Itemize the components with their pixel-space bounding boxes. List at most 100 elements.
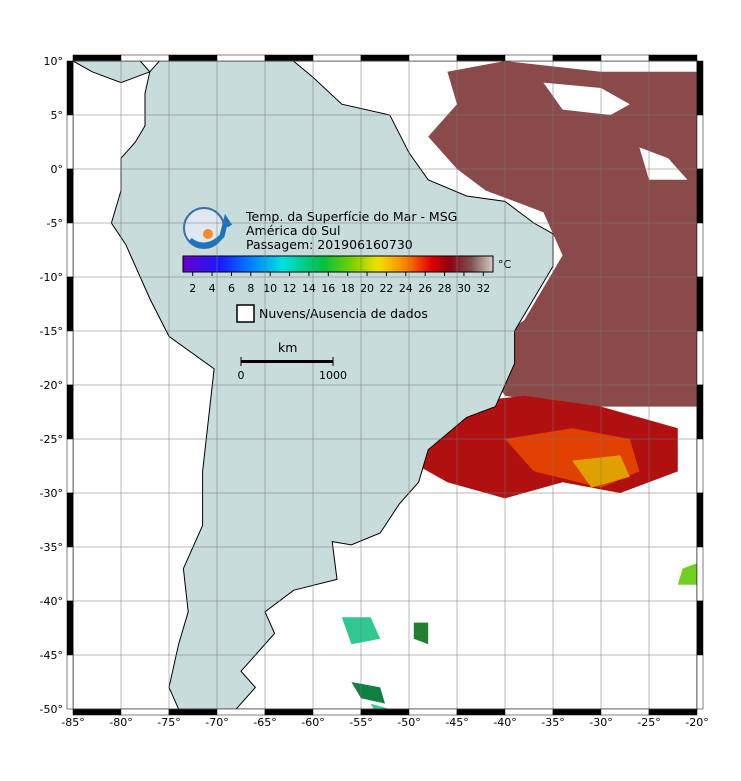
frame-bar [360, 708, 410, 716]
colorbar [182, 255, 494, 273]
colorbar-tick-label: 22 [379, 282, 393, 295]
frame-bar [312, 54, 362, 62]
frame-bar [696, 438, 704, 494]
frame-bar [600, 54, 650, 62]
frame-bar [360, 54, 410, 62]
colorbar-tick-label: 12 [283, 282, 297, 295]
colorbar-tick-label: 6 [228, 282, 235, 295]
lon-tick-label: -55° [349, 716, 372, 729]
logo [183, 207, 233, 249]
frame-bar [264, 708, 314, 716]
frame-bar [66, 114, 74, 170]
pass-time: Passagem: 201906160730 [246, 237, 413, 252]
frame-bar [66, 60, 74, 116]
frame-bar [168, 54, 218, 62]
frame-bar [696, 168, 704, 224]
lat-tick-label: -5° [47, 217, 63, 230]
frame-bar [648, 708, 698, 716]
colorbar-tick-label: 32 [476, 282, 490, 295]
colorbar-tick-label: 2 [189, 282, 196, 295]
frame-bar [456, 54, 506, 62]
lat-tick-label: 10° [44, 55, 64, 68]
lat-tick-label: 0° [51, 163, 64, 176]
cloud-legend: Nuvens/Ausencia de dados [259, 306, 428, 321]
colorbar-tick-label: 26 [418, 282, 432, 295]
colorbar-tick-label: 30 [457, 282, 471, 295]
scale-bar [241, 360, 333, 363]
frame-bar [696, 60, 704, 116]
lat-tick-label: -10° [40, 271, 63, 284]
colorbar-tick-label: 18 [341, 282, 355, 295]
lon-tick-label: -30° [589, 716, 612, 729]
sst-green [351, 682, 385, 704]
title: Temp. da Superfície do Mar - MSG [245, 209, 457, 224]
colorbar-tick-label: 4 [209, 282, 216, 295]
frame-bar [648, 54, 698, 62]
frame-bar [66, 438, 74, 494]
lat-tick-label: -50° [40, 703, 63, 716]
lat-tick-label: -20° [40, 379, 63, 392]
frame-bar [66, 654, 74, 710]
frame-bar [696, 546, 704, 602]
lat-tick-label: 5° [51, 109, 64, 122]
frame-bar [600, 708, 650, 716]
frame-bar [408, 708, 458, 716]
frame-bar [456, 708, 506, 716]
frame-bar [696, 114, 704, 170]
lon-tick-label: -40° [493, 716, 516, 729]
lon-tick-label: -45° [445, 716, 468, 729]
lon-tick-label: -70° [205, 716, 228, 729]
frame-bar [66, 222, 74, 278]
cloud-swatch [236, 304, 255, 323]
frame-bar [552, 708, 602, 716]
sst-lime [677, 563, 697, 585]
frame-bar [696, 654, 704, 710]
lon-tick-label: -75° [157, 716, 180, 729]
frame-bar [66, 600, 74, 656]
frame-bar [312, 708, 362, 716]
frame-bar [120, 54, 170, 62]
sst-cyan [370, 703, 390, 709]
colorbar-tick-label: 28 [438, 282, 452, 295]
sst-green [413, 622, 429, 645]
frame-bar [552, 54, 602, 62]
frame-bar [120, 708, 170, 716]
colorbar-tick-label: 16 [321, 282, 335, 295]
frame-bar [66, 546, 74, 602]
region: América do Sul [246, 223, 340, 238]
lon-tick-label: -25° [637, 716, 660, 729]
colorbar-tick-label: 20 [360, 282, 374, 295]
frame-bar [264, 54, 314, 62]
colorbar-tick-label: 24 [399, 282, 413, 295]
colorbar-tick-label: 8 [247, 282, 254, 295]
frame-bar [66, 330, 74, 386]
frame-bar [504, 54, 554, 62]
frame-bar [66, 168, 74, 224]
lat-tick-label: -25° [40, 433, 63, 446]
scale-unit: km [278, 340, 297, 355]
frame-bar [66, 384, 74, 440]
cloud-gap [639, 147, 688, 180]
scale-tick-label: 0 [238, 369, 245, 382]
frame-bar [168, 708, 218, 716]
frame-bar [216, 708, 266, 716]
lon-tick-label: -65° [253, 716, 276, 729]
frame-bar [408, 54, 458, 62]
land [73, 61, 151, 84]
frame-bar [696, 492, 704, 548]
frame-bar [696, 384, 704, 440]
colorbar-tick-label: 14 [302, 282, 316, 295]
lon-tick-label: -20° [685, 716, 708, 729]
lon-tick-label: -60° [301, 716, 324, 729]
frame-bar [72, 54, 122, 62]
frame-bar [504, 708, 554, 716]
colorbar-tick-label: 10 [263, 282, 277, 295]
frame-bar [696, 222, 704, 278]
frame-bar [66, 492, 74, 548]
lon-tick-label: -35° [541, 716, 564, 729]
lon-tick-label: -80° [109, 716, 132, 729]
lat-tick-label: -40° [40, 595, 63, 608]
scale-tick-label: 1000 [319, 369, 347, 382]
lon-tick-label: -50° [397, 716, 420, 729]
